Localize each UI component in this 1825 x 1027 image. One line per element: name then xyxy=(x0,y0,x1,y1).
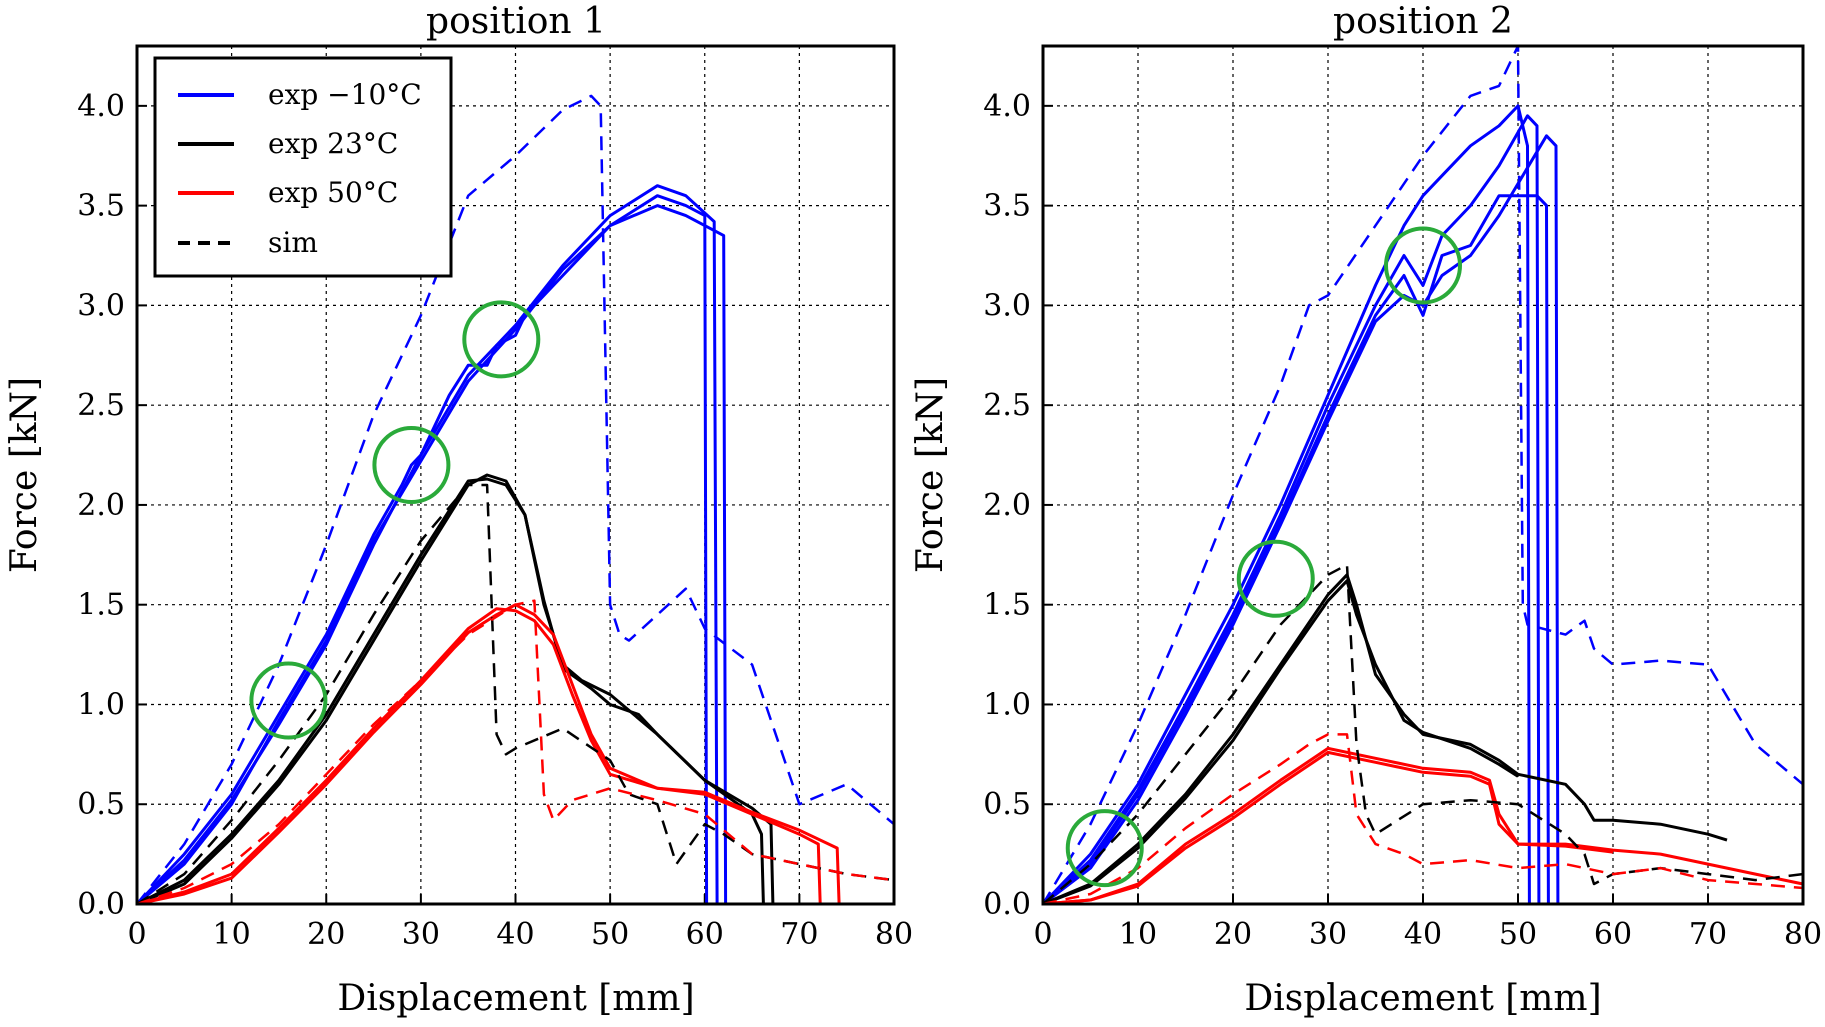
y-tick-label: 4.0 xyxy=(983,89,1031,124)
annotation-group xyxy=(249,300,541,740)
y-tick-label: 1.5 xyxy=(77,588,125,623)
grid xyxy=(1042,46,1804,905)
x-axis-label: Displacement [mm] xyxy=(1244,978,1601,1019)
y-tick-label: 2.0 xyxy=(77,488,125,523)
series-line xyxy=(1042,134,1560,906)
x-tick-label: 10 xyxy=(1119,917,1157,952)
x-tick-label: 30 xyxy=(402,917,440,952)
series-line xyxy=(136,603,841,906)
y-axis-label: Force [kN] xyxy=(4,377,45,573)
x-tick-label: 40 xyxy=(496,917,534,952)
x-tick-label: 30 xyxy=(1309,917,1347,952)
chart-title: position 1 xyxy=(426,1,606,42)
annotation-circle xyxy=(372,426,451,505)
plot-frame xyxy=(1041,44,1805,906)
y-tick-labels: 0.0 0.5 1.0 1.5 2.0 2.5 3.0 3.5 4.0 xyxy=(983,89,1031,922)
legend-label: exp 50°C xyxy=(268,176,398,209)
x-tick-label: 50 xyxy=(591,917,629,952)
x-tick-label: 10 xyxy=(213,917,251,952)
x-tick-label: 20 xyxy=(307,917,345,952)
y-tick-label: 3.0 xyxy=(983,288,1031,323)
y-tick-label: 4.0 xyxy=(77,89,125,124)
x-tick-label: 80 xyxy=(1784,917,1822,952)
series-line xyxy=(1042,194,1550,906)
annotation-circle xyxy=(249,661,328,740)
y-axis-label: Force [kN] xyxy=(910,377,951,573)
y-tick-label: 2.5 xyxy=(77,388,125,423)
series-line xyxy=(136,483,895,906)
series-line xyxy=(1041,104,1531,906)
y-tick-label: 0.5 xyxy=(77,787,125,822)
series-line xyxy=(1041,44,1804,905)
y-tick-label: 0.0 xyxy=(77,887,125,922)
legend-label: exp −10°C xyxy=(268,78,422,111)
x-tick-label: 60 xyxy=(686,917,724,952)
y-tick-labels: 0.0 0.5 1.0 1.5 2.0 2.5 3.0 3.5 4.0 xyxy=(77,89,125,922)
y-tick-label: 3.5 xyxy=(983,189,1031,224)
y-tick-label: 3.5 xyxy=(77,189,125,224)
legend-label: exp 23°C xyxy=(268,127,398,160)
y-tick-label: 1.0 xyxy=(77,687,125,722)
x-tick-labels: 0 10 20 30 40 50 60 70 80 xyxy=(127,917,913,952)
x-tick-label: 0 xyxy=(127,917,146,952)
legend: exp −10°C exp 23°C exp 50°C sim xyxy=(153,56,453,278)
x-tick-label: 70 xyxy=(780,917,818,952)
series-line xyxy=(136,607,822,906)
annotation-circle xyxy=(1236,539,1315,618)
series-line xyxy=(136,204,728,906)
annotation-group xyxy=(1065,226,1462,888)
y-tick-label: 3.0 xyxy=(77,288,125,323)
x-tick-label: 80 xyxy=(875,917,913,952)
chart-panel-position-1: position 1 0 10 20 30 40 50 60 70 80 0.0 0.5 1.0 1.… xyxy=(4,1,913,1019)
x-tick-label: 20 xyxy=(1214,917,1252,952)
y-tick-label: 2.5 xyxy=(983,388,1031,423)
y-tick-label: 1.5 xyxy=(983,588,1031,623)
x-tick-label: 40 xyxy=(1404,917,1442,952)
x-tick-label: 0 xyxy=(1033,917,1052,952)
y-tick-label: 0.0 xyxy=(983,887,1031,922)
x-tick-label: 50 xyxy=(1499,917,1537,952)
x-tick-labels: 0 10 20 30 40 50 60 70 80 xyxy=(1033,917,1822,952)
y-tick-label: 1.0 xyxy=(983,687,1031,722)
y-tick-label: 0.5 xyxy=(983,787,1031,822)
legend-label: sim xyxy=(268,226,318,259)
annotation-circle xyxy=(462,300,541,379)
series-line xyxy=(1042,750,1614,906)
series-line xyxy=(136,94,895,905)
y-tick-label: 2.0 xyxy=(983,488,1031,523)
plot-frame xyxy=(135,44,896,906)
series-line xyxy=(1041,114,1541,906)
series-line xyxy=(1042,573,1728,906)
series-line xyxy=(136,473,775,906)
x-axis-label: Displacement [mm] xyxy=(337,978,694,1019)
series-line xyxy=(1042,733,1804,906)
x-tick-label: 70 xyxy=(1689,917,1727,952)
annotation-circle xyxy=(1065,809,1144,888)
series-line xyxy=(136,599,895,906)
x-tick-label: 60 xyxy=(1594,917,1632,952)
series-line xyxy=(1042,746,1804,906)
annotation-circle xyxy=(1384,226,1462,305)
chart-title: position 2 xyxy=(1333,1,1513,42)
series-line xyxy=(135,194,709,906)
chart-panel-position-2: position 2 0 10 20 30 40 50 60 70 80 0.0 0.5 1.0 1.… xyxy=(910,1,1822,1019)
series-line xyxy=(1042,579,1519,906)
series-group xyxy=(135,94,895,906)
